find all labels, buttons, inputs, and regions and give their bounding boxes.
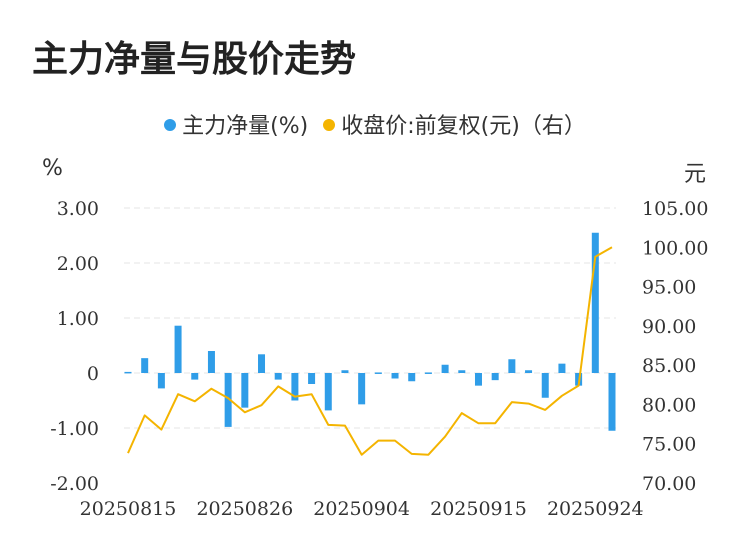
- left-tick-label: -1.00: [50, 418, 99, 440]
- x-tick-label: 20250904: [313, 498, 410, 520]
- left-axis: -2.00 -1.00 0 1.00 2.00 3.00: [50, 198, 99, 495]
- bar: [324, 373, 332, 411]
- x-axis: 20250815 20250826 20250904 20250915 20250924: [80, 498, 644, 520]
- bar: [541, 373, 549, 398]
- bar: [291, 373, 299, 401]
- line-series: [127, 246, 613, 456]
- left-tick-label: 1.00: [57, 308, 99, 330]
- right-axis: 70.00 75.00 80.00 85.00 90.00 95.00 100.00 105.…: [642, 198, 708, 495]
- right-tick-label: 105.00: [642, 198, 708, 220]
- bar: [608, 373, 616, 431]
- bar: [358, 373, 366, 405]
- bar: [491, 373, 499, 381]
- left-tick-label: -2.00: [50, 473, 99, 495]
- bar: [408, 373, 416, 382]
- legend-line-dot-icon: [323, 119, 336, 131]
- legend-bar-label: 主力净量(%): [182, 114, 309, 139]
- bar: [508, 359, 516, 373]
- right-tick-label: 90.00: [642, 316, 696, 338]
- bar: [224, 373, 232, 427]
- bar: [241, 373, 249, 408]
- bar: [274, 373, 282, 380]
- legend-line-label: 收盘价:前复权(元)（右）: [341, 114, 586, 139]
- right-tick-label: 100.00: [642, 237, 708, 259]
- x-tick-label: 20250815: [80, 498, 177, 520]
- bar: [191, 373, 199, 380]
- grid-lines: [124, 207, 616, 429]
- bar: [558, 363, 566, 373]
- right-tick-label: 80.00: [642, 394, 696, 416]
- chart-title: 主力净量与股价走势: [32, 39, 357, 80]
- legend-bar-dot-icon: [164, 119, 177, 131]
- bar: [258, 354, 266, 373]
- right-tick-label: 75.00: [642, 434, 696, 456]
- bar: [391, 373, 399, 379]
- x-tick-label: 20250924: [547, 498, 644, 520]
- bar: [474, 373, 482, 386]
- bar: [141, 358, 149, 373]
- x-tick-label: 20250915: [430, 498, 527, 520]
- bar: [458, 370, 466, 373]
- right-axis-unit: 元: [684, 162, 707, 187]
- bar: [424, 372, 432, 374]
- legend: 主力净量(%) 收盘价:前复权(元)（右）: [0, 108, 750, 140]
- bar: [174, 325, 182, 373]
- bar: [124, 371, 132, 374]
- bar: [374, 372, 382, 374]
- bar-series: [124, 232, 616, 431]
- right-tick-label: 95.00: [642, 277, 696, 299]
- left-tick-label: 2.00: [57, 253, 99, 275]
- bar: [441, 364, 449, 373]
- right-tick-label: 85.00: [642, 355, 696, 377]
- bar: [308, 373, 316, 384]
- bar: [525, 370, 533, 373]
- right-tick-label: 70.00: [642, 473, 696, 495]
- legend-item-line[interactable]: 收盘价:前复权(元)（右）: [323, 108, 586, 140]
- bar: [341, 370, 349, 373]
- legend-item-bar[interactable]: 主力净量(%): [164, 108, 308, 140]
- left-tick-label: 0: [87, 363, 99, 385]
- bar: [591, 232, 599, 373]
- bar: [207, 351, 215, 373]
- left-axis-unit: %: [42, 156, 63, 181]
- x-tick-label: 20250826: [196, 498, 293, 520]
- bar: [157, 373, 165, 389]
- left-tick-label: 3.00: [57, 198, 99, 220]
- price-line: [127, 246, 613, 456]
